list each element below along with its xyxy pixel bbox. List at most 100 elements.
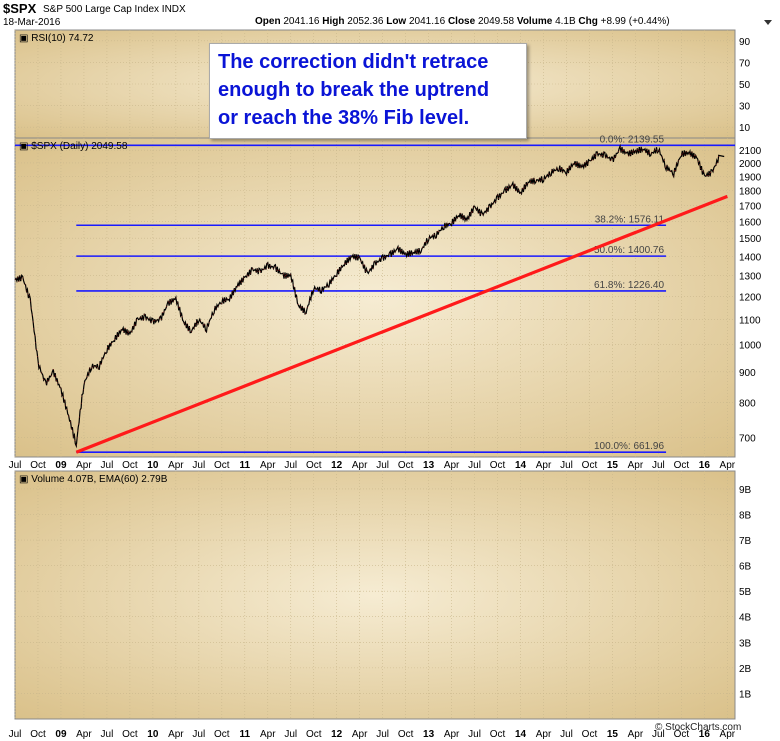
x-tick-label: Oct [122, 460, 138, 471]
x-tick-label: Oct [214, 460, 230, 471]
x-tick-label: Oct [306, 729, 322, 740]
volume-tick-label: 8B [739, 510, 752, 521]
x-tick-label: Oct [122, 729, 138, 740]
x-tick-label: Oct [582, 729, 598, 740]
x-tick-label: 16 [699, 460, 711, 471]
close-label: Close [447, 16, 476, 27]
price-tick-label: 2000 [739, 159, 762, 170]
x-tick-label: Apr [720, 460, 736, 471]
x-tick-label: Jul [192, 460, 205, 471]
x-tick-label: 09 [55, 460, 67, 471]
price-tick-label: 800 [739, 399, 756, 410]
x-tick-label: Jul [376, 729, 389, 740]
volume-tick-label: 2B [739, 664, 752, 675]
price-tick-label: 1300 [739, 272, 762, 283]
rsi-tick-label: 70 [739, 58, 751, 69]
symbol-description: S&P 500 Large Cap Index INDX [43, 4, 186, 15]
low-value: 2041.16 [409, 16, 446, 27]
x-tick-label: Oct [490, 460, 506, 471]
x-tick-label: 11 [239, 729, 250, 740]
price-tick-label: 1000 [739, 340, 762, 351]
rsi-tick-label: 10 [739, 123, 751, 134]
price-tick-label: 1100 [739, 315, 761, 326]
x-tick-label: Oct [490, 729, 506, 740]
x-tick-label: Oct [398, 460, 414, 471]
volume-tick-label: 9B [739, 485, 752, 496]
low-label: Low [386, 16, 407, 27]
x-tick-label: 13 [423, 460, 435, 471]
rsi-tick-label: 30 [739, 102, 751, 113]
x-tick-label: Jul [560, 729, 573, 740]
volume-value: 4.1B [555, 16, 576, 27]
x-tick-label: Apr [352, 729, 368, 740]
annotation-line-3: or reach the 38% Fib level. [218, 107, 470, 129]
quote-summary: Open 2041.16 High 2052.36 Low 2041.16 Cl… [255, 16, 670, 27]
quote-date: 18-Mar-2016 [3, 17, 61, 28]
price-tick-label: 700 [739, 434, 756, 445]
x-tick-label: Jul [468, 460, 481, 471]
x-tick-label: Jul [560, 460, 573, 471]
close-value: 2049.58 [477, 16, 515, 27]
x-tick-label: Jul [284, 729, 297, 740]
x-tick-label: Apr [444, 729, 460, 740]
x-tick-label: 12 [331, 729, 343, 740]
volume-panel [14, 470, 736, 720]
high-value: 2052.36 [347, 16, 384, 27]
volume-tick-label: 6B [739, 562, 752, 573]
x-tick-label: Apr [536, 460, 552, 471]
x-tick-label: Jul [376, 460, 389, 471]
price-tick-label: 1900 [739, 172, 762, 183]
copyright: © StockCharts.com [655, 722, 742, 733]
x-tick-label: 12 [331, 460, 343, 471]
rsi-tick-label: 90 [739, 37, 751, 48]
x-tick-label: Apr [536, 729, 552, 740]
volume-tick-label: 5B [739, 587, 752, 598]
x-tick-label: Apr [168, 460, 184, 471]
x-tick-label: Apr [444, 460, 460, 471]
x-tick-label: Oct [30, 729, 46, 740]
x-tick-label: 11 [239, 460, 250, 471]
volume-tick-label: 3B [739, 638, 752, 649]
price-tick-label: 1500 [739, 234, 762, 245]
volume-legend: ▣ Volume 4.07B, EMA(60) 2.79B [19, 474, 168, 485]
x-tick-label: Jul [192, 729, 205, 740]
x-tick-label: Oct [674, 460, 690, 471]
fib-label: 38.2%: 1576.11 [595, 214, 665, 225]
x-tick-label: Jul [652, 729, 665, 740]
x-tick-label: 14 [515, 460, 527, 471]
x-tick-label: 10 [147, 460, 159, 471]
x-tick-label: Oct [398, 729, 414, 740]
x-tick-label: Jul [9, 460, 22, 471]
symbol: $SPX [3, 1, 37, 16]
x-tick-label: 14 [515, 729, 527, 740]
volume-tick-label: 7B [739, 536, 752, 547]
fib-label: 61.8%: 1226.40 [594, 280, 664, 291]
chart-options-icon[interactable] [763, 17, 773, 27]
volume-label: Volume [516, 16, 553, 27]
price-panel [14, 137, 736, 458]
x-tick-label: 10 [147, 729, 159, 740]
x-tick-label: Apr [628, 729, 644, 740]
x-tick-label: Apr [352, 460, 368, 471]
x-tick-label: Jul [101, 729, 114, 740]
price-series-line [14, 143, 725, 449]
x-tick-label: Jul [284, 460, 297, 471]
open-label: Open [255, 16, 281, 27]
x-tick-label: Oct [30, 460, 46, 471]
price-tick-label: 1200 [739, 293, 762, 304]
chg-label: Chg [578, 16, 598, 27]
rsi-tick-label: 50 [739, 80, 751, 91]
x-tick-label: Apr [628, 460, 644, 471]
annotation-box: The correction didn't retrace enough to … [209, 43, 527, 139]
price-tick-label: 1600 [739, 217, 762, 228]
x-tick-label: Jul [9, 729, 22, 740]
price-tick-label: 1800 [739, 187, 762, 198]
x-tick-label: 13 [423, 729, 435, 740]
x-tick-label: Apr [720, 729, 736, 740]
x-tick-label: Apr [260, 729, 276, 740]
volume-tick-label: 4B [739, 613, 752, 624]
x-tick-label: Apr [260, 460, 276, 471]
x-tick-label: Oct [306, 460, 322, 471]
x-tick-label: Apr [76, 460, 92, 471]
